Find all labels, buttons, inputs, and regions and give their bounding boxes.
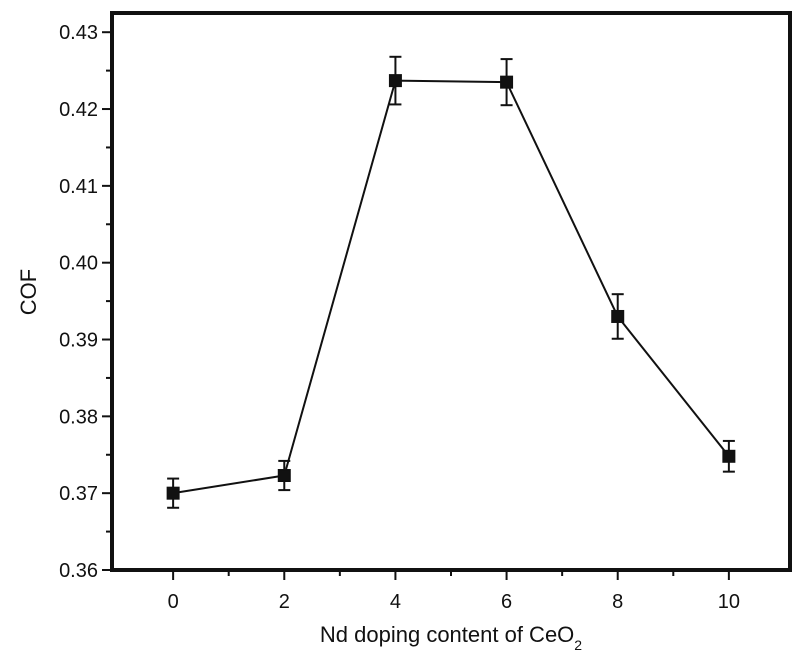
x-tick-label-5: 10	[718, 591, 740, 613]
data-point-2	[388, 74, 402, 88]
data-point-4	[611, 309, 625, 323]
y-tick-label-3: 0.39	[59, 330, 98, 352]
plot-frame	[110, 11, 792, 572]
x-tick-label-0: 0	[168, 591, 179, 613]
x-axis-label-main: Nd doping content of CeO	[320, 622, 574, 647]
series-layer	[166, 55, 736, 509]
x-tick-label-2: 4	[390, 591, 401, 613]
data-point-5	[722, 449, 736, 463]
x-axis-label-group: Nd doping content of CeO2	[320, 622, 582, 653]
y-axis-label: COF	[16, 269, 41, 315]
data-point-0	[166, 486, 180, 500]
x-tick-label-3: 6	[501, 591, 512, 613]
x-tick-label-4: 8	[612, 591, 623, 613]
data-point-3	[500, 75, 514, 89]
y-tick-label-5: 0.41	[59, 176, 98, 198]
ticks-layer: 0 2 4 6 8 10 0.36 0.37 0.38 0.39 0.40 0.41 0.42 0.43	[59, 22, 740, 613]
x-axis-label-subscript: 2	[574, 637, 582, 653]
y-tick-label-0: 0.36	[59, 560, 98, 582]
y-tick-label-1: 0.37	[59, 483, 98, 505]
data-point-1	[277, 469, 291, 483]
y-tick-label-2: 0.38	[59, 406, 98, 428]
y-axis-label-group: COF	[16, 269, 41, 315]
x-axis-label: Nd doping content of CeO2	[320, 622, 582, 653]
y-tick-label-6: 0.42	[59, 99, 98, 121]
y-tick-label-7: 0.43	[59, 22, 98, 44]
y-tick-label-4: 0.40	[59, 253, 98, 275]
series-line-0	[172, 79, 730, 495]
x-tick-label-1: 2	[279, 591, 290, 613]
